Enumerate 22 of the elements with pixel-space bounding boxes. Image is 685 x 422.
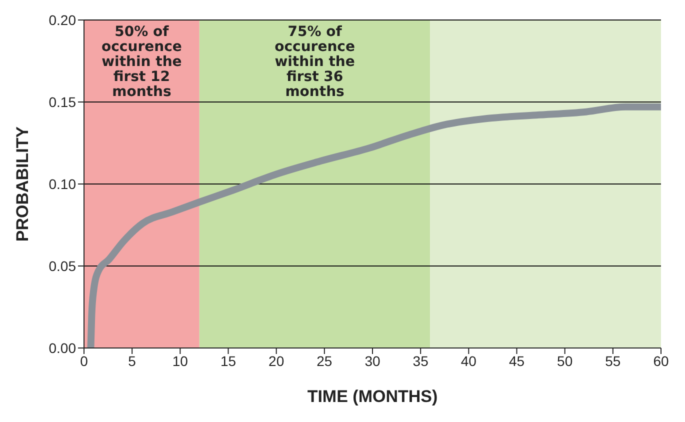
x-tick-label: 0 [80,352,88,369]
x-tick-label: 5 [128,352,136,369]
x-tick-label: 20 [268,352,284,369]
y-tick-label: 0.20 [48,12,76,28]
x-tick-label: 45 [508,352,525,369]
y-tick-label: 0.00 [48,340,76,356]
x-tick-label: 50 [557,352,573,369]
x-tick-label: 10 [172,352,188,369]
y-tick-label: 0.10 [48,176,76,192]
x-axis-title: TIME (MONTHS) [307,387,438,406]
y-tick-label: 0.05 [48,258,76,274]
x-tick-label: 55 [605,352,621,369]
x-tick-label: 60 [653,352,669,369]
x-tick-label: 25 [316,352,332,369]
x-tick-label: 35 [412,352,429,369]
band-label: 75% of occurence within the first 36 months [274,24,355,100]
y-axis-title: PROBABILITY [13,126,32,242]
y-tick-label: 0.15 [48,94,76,110]
x-tick-label: 15 [220,352,236,369]
x-tick-label: 40 [460,352,477,369]
x-tick-label: 30 [364,352,380,369]
band-label: 50% of occurence within the first 12 months [102,24,182,100]
